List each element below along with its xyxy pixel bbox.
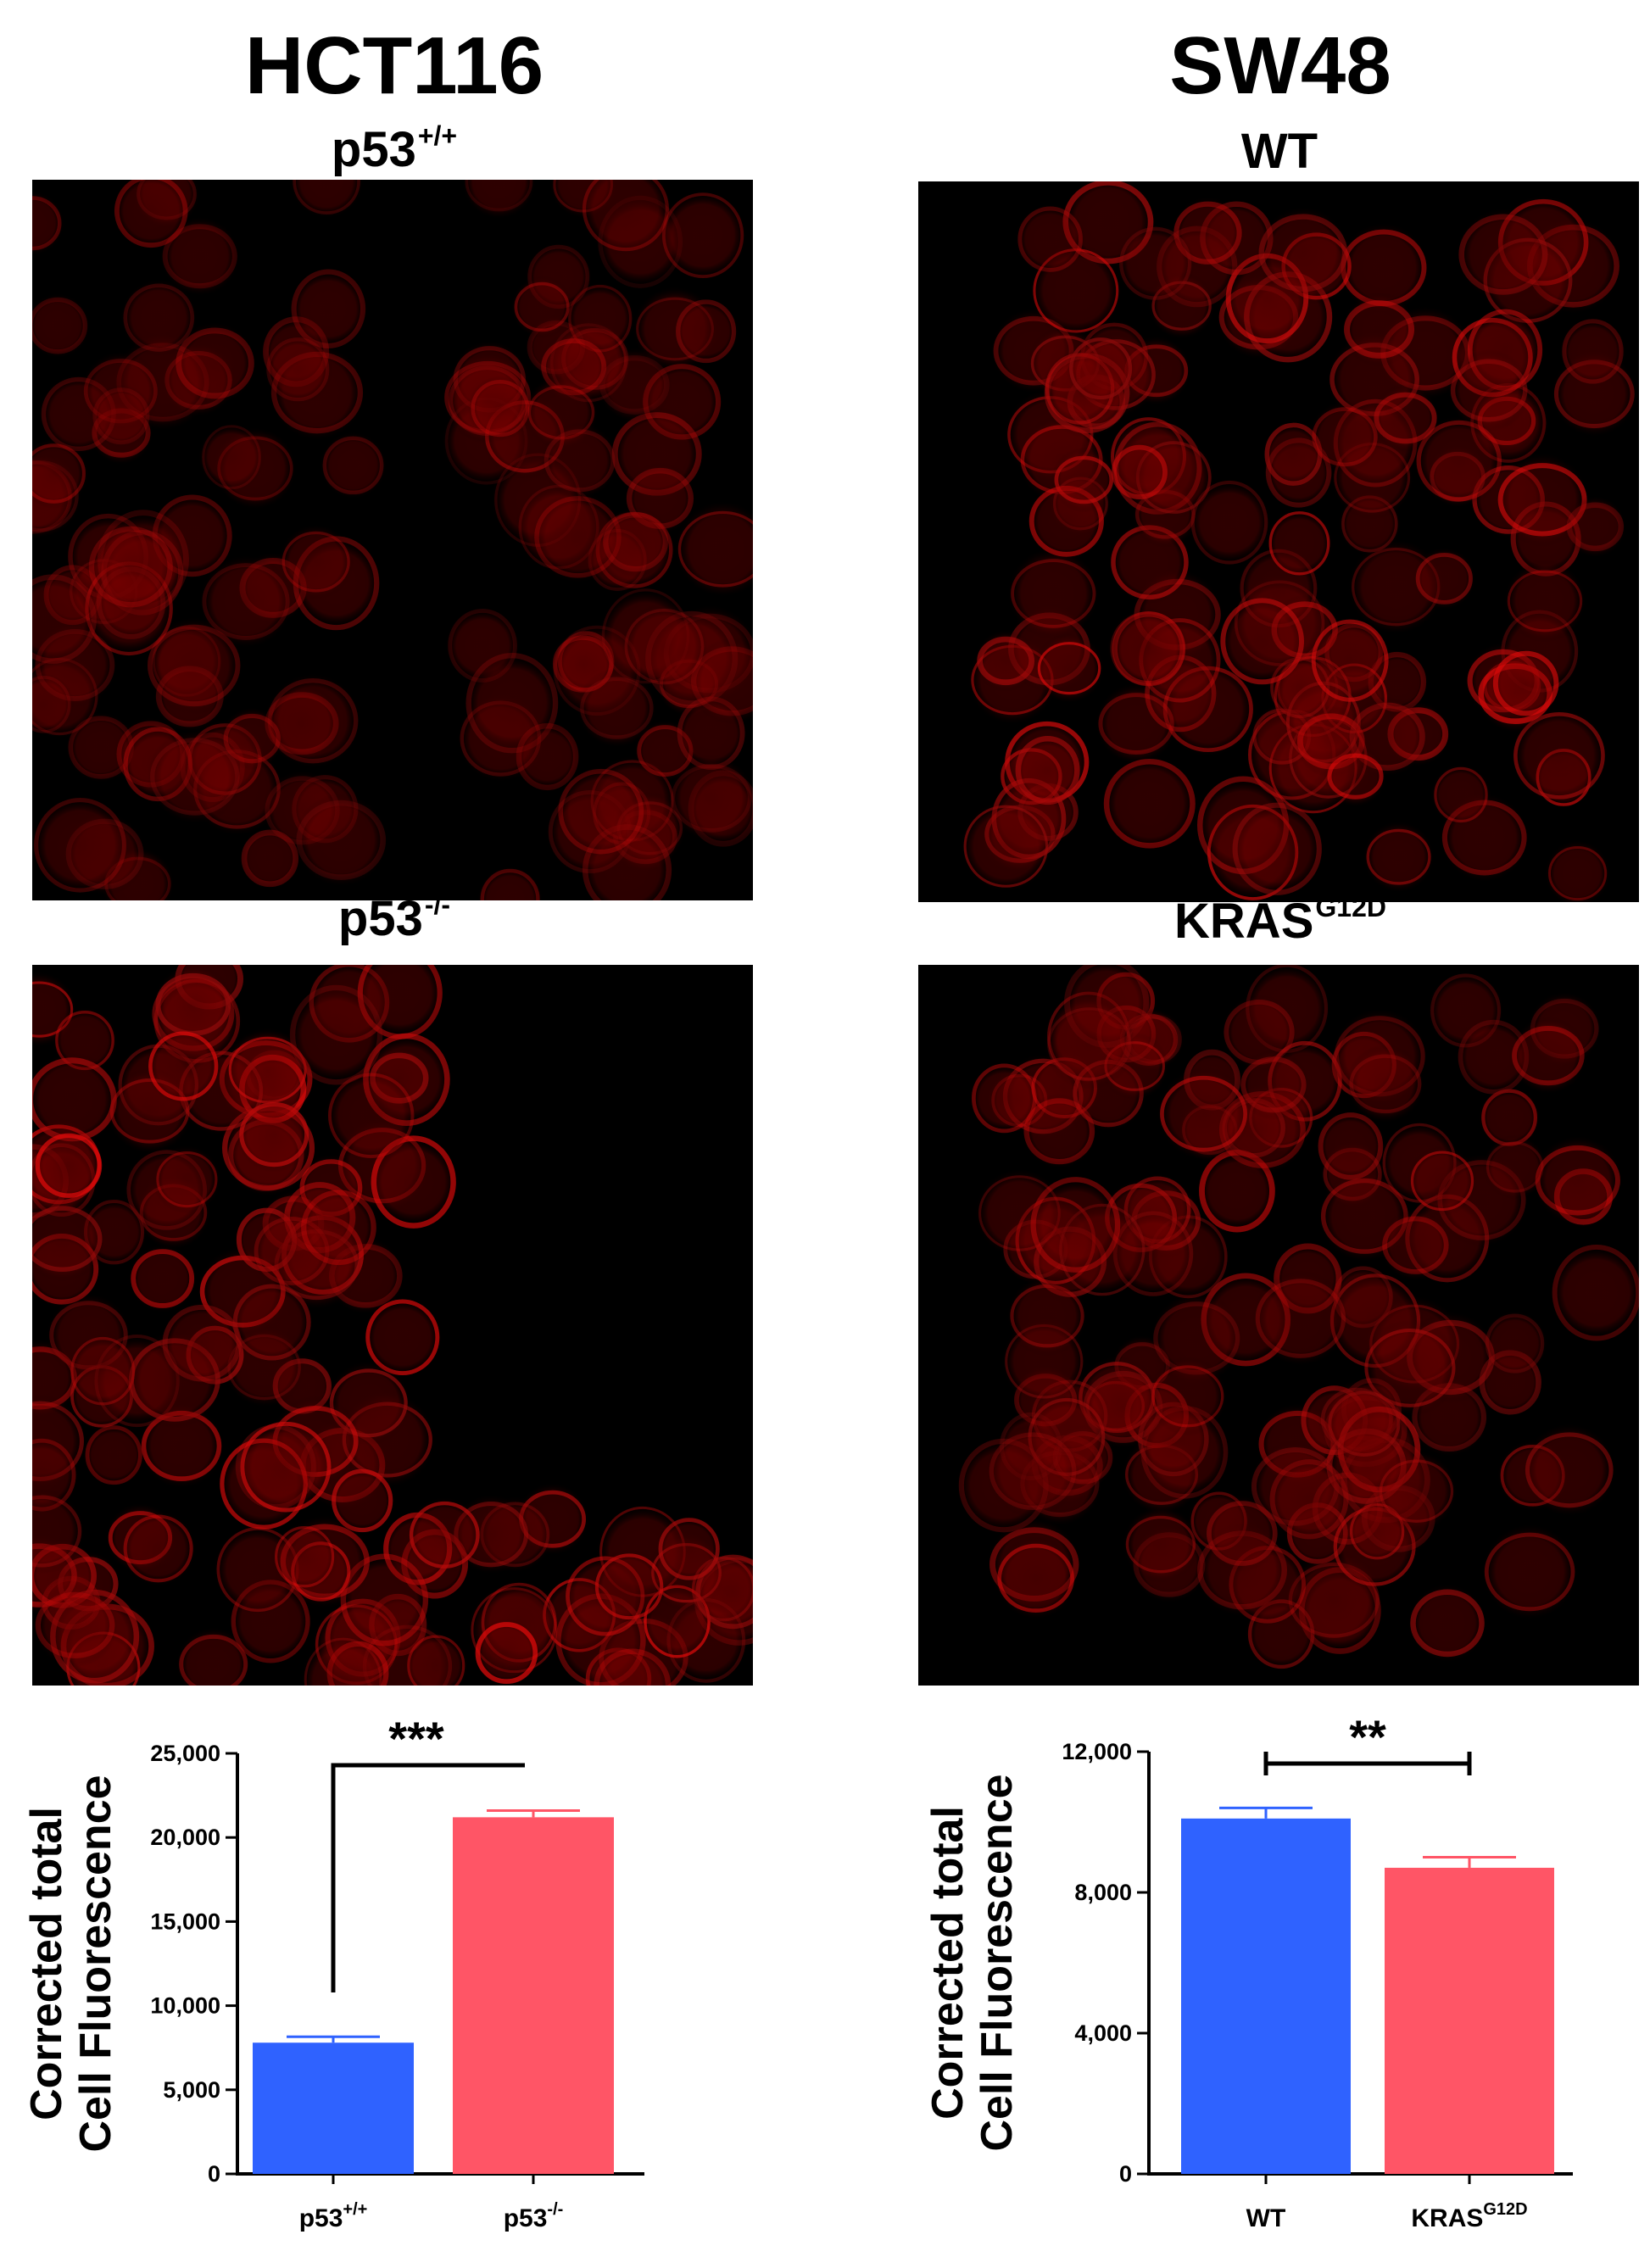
chart-svg: 0 4,000 8,000 12,000 Corrected total Cell Flu…: [923, 1710, 1573, 2232]
bar: [1385, 1867, 1554, 2174]
micrograph-hct116-p53-wt: [32, 180, 753, 900]
y-tick-label: 0: [1119, 2161, 1132, 2187]
micrograph-image: [32, 965, 753, 1686]
condition-label-sw48-kras: KRASG12D: [1174, 892, 1386, 949]
bar: [253, 2042, 414, 2174]
y-tick-label: 8,000: [1074, 1880, 1132, 1905]
error-bar: [1423, 1856, 1516, 1868]
error-bar: [1219, 1806, 1313, 1819]
micrograph-sw48-wt: [918, 181, 1639, 902]
x-tick-label: KRASG12D: [1411, 2200, 1527, 2232]
error-bar: [487, 1808, 580, 1818]
micrograph-image: [918, 965, 1639, 1686]
micrograph-image: [918, 181, 1639, 902]
significance-bracket: [331, 1763, 525, 1992]
y-axis-title-line2: Cell Fluorescence: [973, 1774, 1022, 2151]
bar-chart-sw48: 0 4,000 8,000 12,000 Corrected total Cell Flu…: [920, 1710, 1650, 2264]
y-axis-title-line2: Cell Fluorescence: [71, 1775, 120, 2152]
y-tick-label: 0: [208, 2161, 220, 2187]
y-axis-title-line1: Corrected total: [22, 1807, 71, 2120]
condition-label-hct116-p53-ko: p53-/-: [337, 889, 451, 946]
x-tick-label: WT: [1246, 2204, 1286, 2232]
y-tick-label: 15,000: [150, 1909, 220, 1934]
bar: [1181, 1818, 1351, 2174]
y-tick-label: 25,000: [150, 1741, 220, 1766]
x-tick-label: p53-/-: [504, 2200, 564, 2232]
bar: [453, 1817, 614, 2174]
chart-svg: 0 5,000 10,000 15,000 20,000 25,000 Corrected …: [22, 1712, 644, 2232]
y-tick-label: 12,000: [1062, 1739, 1132, 1764]
significance-label: **: [1349, 1710, 1386, 1764]
bar-chart-hct116: 0 5,000 10,000 15,000 20,000 25,000 Corrected …: [0, 1712, 814, 2264]
y-tick-label: 4,000: [1074, 2020, 1132, 2046]
error-bar: [287, 2035, 380, 2043]
micrograph-hct116-p53-ko: [32, 965, 753, 1686]
y-tick-label: 20,000: [150, 1825, 220, 1850]
significance-label: ***: [388, 1712, 444, 1765]
y-tick-label: 10,000: [150, 1993, 220, 2019]
significance-bracket: [1263, 1752, 1472, 1775]
x-tick-label: p53+/+: [299, 2200, 368, 2232]
micrograph-image: [32, 180, 753, 900]
column-title-sw48: SW48: [1169, 20, 1391, 111]
column-title-hct116: HCT116: [244, 20, 544, 111]
y-axis-title-line1: Corrected total: [923, 1806, 973, 2120]
y-tick-label: 5,000: [163, 2077, 220, 2103]
condition-label-sw48-wt: WT: [1240, 124, 1318, 179]
condition-label-hct116-p53-wt: p53+/+: [331, 120, 458, 177]
micrograph-sw48-kras: [918, 965, 1639, 1686]
